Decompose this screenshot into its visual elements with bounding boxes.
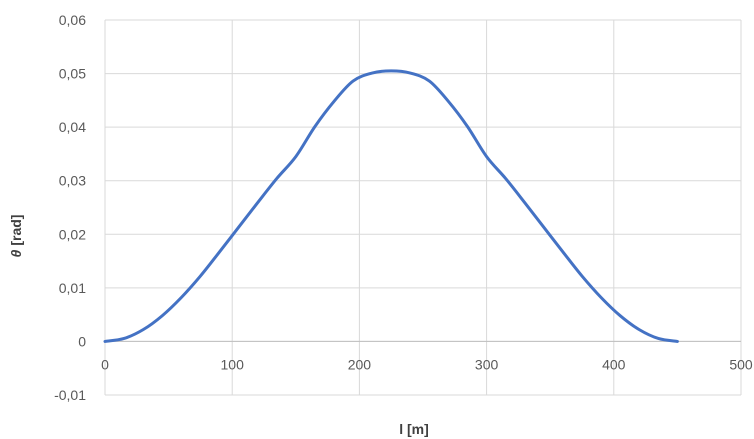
grid-layer bbox=[104, 19, 742, 396]
y-tick-label: 0,03 bbox=[59, 173, 86, 189]
x-tick-label: 400 bbox=[602, 356, 626, 372]
x-tick-label: 300 bbox=[475, 356, 499, 372]
y-tick-label: 0,01 bbox=[59, 280, 86, 296]
y-tick-label: 0,04 bbox=[59, 119, 86, 135]
y-tick-label: -0,01 bbox=[54, 387, 86, 403]
series-line bbox=[103, 69, 679, 343]
x-axis-title: l [m] bbox=[399, 421, 429, 437]
y-tick-label: 0,05 bbox=[59, 66, 86, 82]
tick-labels: -0,01 0 0,01 0,02 0,03 0,04 0,05 0,06 0 100 200 300… bbox=[54, 12, 753, 403]
y-axis-title: θ [rad] bbox=[8, 215, 24, 258]
y-axis-symbol: θ bbox=[8, 249, 24, 257]
y-tick-label: 0,06 bbox=[59, 12, 86, 28]
y-tick-label: 0,02 bbox=[59, 226, 86, 242]
x-tick-label: 0 bbox=[101, 356, 109, 372]
y-axis-unit: [rad] bbox=[8, 215, 24, 246]
x-tick-label: 200 bbox=[348, 356, 372, 372]
x-tick-label: 100 bbox=[221, 356, 245, 372]
x-tick-label: 500 bbox=[729, 356, 753, 372]
y-tick-label: 0 bbox=[78, 333, 86, 349]
series-layer bbox=[103, 69, 679, 343]
